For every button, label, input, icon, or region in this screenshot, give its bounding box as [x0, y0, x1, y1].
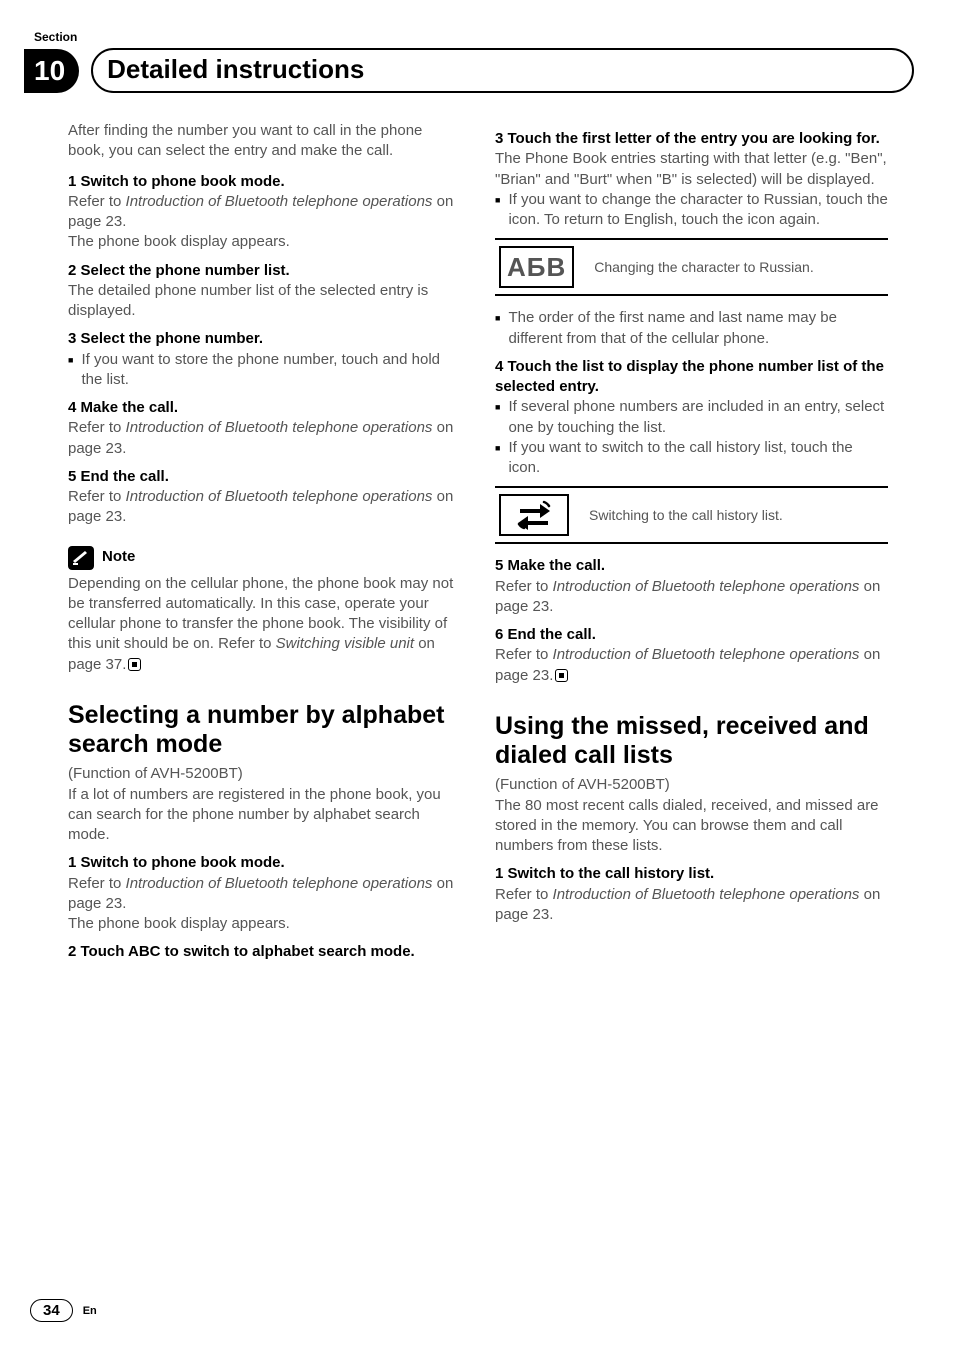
step-2-head: 2 Select the phone number list. — [68, 261, 461, 281]
section-number-badge: 10 — [24, 49, 79, 93]
r-step-4-bullet1: ■ If several phone numbers are included … — [495, 397, 888, 438]
step-5-head: 5 End the call. — [68, 467, 461, 487]
bullet-icon: ■ — [495, 438, 500, 479]
note-icon — [68, 546, 94, 570]
ref-prefix: Refer to — [68, 875, 126, 892]
step-4-body: Refer to Introduction of Bluetooth telep… — [68, 418, 461, 459]
russian-char-icon: АБВ — [499, 246, 574, 288]
step-5-body: Refer to Introduction of Bluetooth telep… — [68, 487, 461, 528]
russian-icon-row: АБВ Changing the character to Russian. — [495, 238, 888, 296]
step-3-bullet: ■ If you want to store the phone number,… — [68, 350, 461, 391]
ref-italic: Introduction of Bluetooth telephone oper… — [126, 875, 433, 892]
step-1-head: 1 Switch to phone book mode. — [68, 172, 461, 192]
r-step-3-body: The Phone Book entries starting with tha… — [495, 149, 888, 190]
end-marker-icon — [128, 658, 141, 671]
alpha-step-1-extra: The phone book display appears. — [68, 914, 461, 934]
r-step-5-body: Refer to Introduction of Bluetooth telep… — [495, 577, 888, 618]
language-label: En — [83, 1305, 97, 1317]
history-icon-row: Switching to the call history list. — [495, 486, 888, 544]
page-footer: 34 En — [30, 1299, 97, 1322]
bullet-text: If you want to store the phone number, t… — [81, 350, 461, 391]
ref-prefix: Refer to — [495, 578, 553, 595]
heading-call-lists: Using the missed, received and dialed ca… — [495, 712, 888, 770]
ref-prefix: Refer to — [68, 419, 126, 436]
bullet-text: If you want to switch to the call histor… — [508, 438, 888, 479]
step-3-head: 3 Select the phone number. — [68, 329, 461, 349]
section-label: Section — [34, 30, 914, 44]
r-step-5-head: 5 Make the call. — [495, 556, 888, 576]
step-1-body: Refer to Introduction of Bluetooth telep… — [68, 192, 461, 233]
ref-italic: Introduction of Bluetooth telephone oper… — [126, 419, 433, 436]
b-step-1-body: Refer to Introduction of Bluetooth telep… — [495, 885, 888, 926]
r-step-3-head: 3 Touch the first letter of the entry yo… — [495, 129, 888, 149]
right-column: 3 Touch the first letter of the entry yo… — [495, 121, 888, 963]
ref-italic: Introduction of Bluetooth telephone oper… — [553, 578, 860, 595]
note-header: Note — [68, 546, 461, 570]
bullet-text: The order of the first name and last nam… — [508, 308, 888, 349]
page-header: 10 Detailed instructions — [24, 48, 914, 93]
r-step-4-bullet2: ■ If you want to switch to the call hist… — [495, 438, 888, 479]
step-1-extra: The phone book display appears. — [68, 232, 461, 252]
call-lists-body: The 80 most recent calls dialed, receive… — [495, 796, 888, 857]
step-2-body: The detailed phone number list of the se… — [68, 281, 461, 322]
note-text-italic: Switching visible unit — [276, 635, 414, 652]
alpha-step-1-head: 1 Switch to phone book mode. — [68, 853, 461, 873]
b-step-1-head: 1 Switch to the call history list. — [495, 864, 888, 884]
ref-prefix: Refer to — [495, 886, 553, 903]
function-label: (Function of AVH-5200BT) — [68, 764, 461, 784]
history-icon-text: Switching to the call history list. — [589, 506, 783, 525]
note-label: Note — [102, 547, 135, 567]
left-column: After finding the number you want to cal… — [68, 121, 461, 963]
bullet-icon: ■ — [495, 190, 500, 231]
bullet-icon: ■ — [68, 350, 73, 391]
alpha-step-2-head: 2 Touch ABC to switch to alphabet search… — [68, 942, 461, 962]
page-title: Detailed instructions — [91, 48, 914, 93]
order-bullet: ■ The order of the first name and last n… — [495, 308, 888, 349]
swap-history-icon — [499, 494, 569, 536]
r-step-6-body: Refer to Introduction of Bluetooth telep… — [495, 645, 888, 686]
page-number: 34 — [30, 1299, 73, 1322]
ref-italic: Introduction of Bluetooth telephone oper… — [553, 886, 860, 903]
ref-prefix: Refer to — [495, 646, 553, 663]
alpha-step-1-body: Refer to Introduction of Bluetooth telep… — [68, 874, 461, 915]
russian-icon-text: Changing the character to Russian. — [594, 258, 813, 277]
alphabet-body: If a lot of numbers are registered in th… — [68, 785, 461, 846]
step-4-head: 4 Make the call. — [68, 398, 461, 418]
r-step-3-bullet: ■ If you want to change the character to… — [495, 190, 888, 231]
intro-text: After finding the number you want to cal… — [68, 121, 461, 162]
r-step-6-head: 6 End the call. — [495, 625, 888, 645]
r-step-4-head: 4 Touch the list to display the phone nu… — [495, 357, 888, 398]
bullet-icon: ■ — [495, 308, 500, 349]
ref-prefix: Refer to — [68, 488, 126, 505]
ref-italic: Introduction of Bluetooth telephone oper… — [126, 193, 433, 210]
function-label-2: (Function of AVH-5200BT) — [495, 775, 888, 795]
bullet-text: If you want to change the character to R… — [508, 190, 888, 231]
bullet-text: If several phone numbers are included in… — [508, 397, 888, 438]
note-body: Depending on the cellular phone, the pho… — [68, 574, 461, 675]
ref-prefix: Refer to — [68, 193, 126, 210]
bullet-icon: ■ — [495, 397, 500, 438]
ref-italic: Introduction of Bluetooth telephone oper… — [126, 488, 433, 505]
end-marker-icon — [555, 669, 568, 682]
heading-alphabet-search: Selecting a number by alphabet search mo… — [68, 701, 461, 759]
ref-italic: Introduction of Bluetooth telephone oper… — [553, 646, 860, 663]
